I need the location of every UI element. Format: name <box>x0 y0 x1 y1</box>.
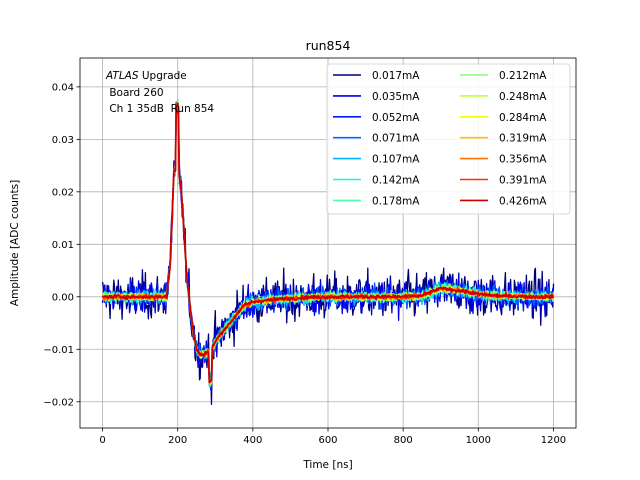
y-axis: −0.02 −0.01 0.00 0.01 0.02 0.03 0.04 <box>43 82 80 408</box>
x-axis: 0 200 400 600 800 1000 1200 <box>99 428 566 446</box>
annotation-line2: Board 260 <box>106 87 164 99</box>
x-tick-label: 1200 <box>541 435 566 446</box>
y-axis-label: Amplitude [ADC counts] <box>9 180 21 306</box>
legend-label: 0.071mA <box>372 133 420 145</box>
legend-label: 0.391mA <box>499 175 547 187</box>
x-tick-label: 200 <box>168 435 187 446</box>
legend: 0.017mA 0.035mA 0.052mA 0.071mA 0.107mA 0.142… <box>326 63 571 215</box>
plot-area <box>101 99 555 405</box>
x-tick-label: 1000 <box>466 435 491 446</box>
x-tick-label: 400 <box>243 435 262 446</box>
legend-label: 0.142mA <box>372 175 420 187</box>
legend-label: 0.052mA <box>372 112 420 124</box>
y-tick-label: −0.01 <box>43 345 74 356</box>
legend-label: 0.284mA <box>499 112 547 124</box>
x-tick-label: 600 <box>318 435 337 446</box>
chart-title: run854 <box>306 38 351 53</box>
annotation-atlas: ATLAS <box>105 70 139 82</box>
y-tick-label: 0.02 <box>52 187 74 198</box>
legend-label: 0.319mA <box>499 133 547 145</box>
legend-box <box>326 63 571 215</box>
annotation-line3: Ch 1 35dB Run 854 <box>106 103 214 115</box>
y-tick-label: 0.01 <box>52 240 74 251</box>
x-tick-label: 0 <box>99 435 105 446</box>
x-axis-label: Time [ns] <box>302 459 352 471</box>
legend-label: 0.035mA <box>372 91 420 103</box>
x-tick-label: 800 <box>394 435 413 446</box>
legend-label: 0.356mA <box>499 154 547 166</box>
y-tick-label: 0.00 <box>52 292 74 303</box>
legend-label: 0.212mA <box>499 70 547 82</box>
series-line-0.426mA <box>102 102 555 384</box>
legend-label: 0.017mA <box>372 70 420 82</box>
legend-label: 0.178mA <box>372 195 420 207</box>
y-tick-label: 0.03 <box>52 135 74 146</box>
annotation-line1: ATLAS Upgrade <box>105 70 187 82</box>
y-tick-label: 0.04 <box>52 82 74 93</box>
annotation-upgrade: Upgrade <box>139 70 187 82</box>
series-lines <box>101 99 555 405</box>
y-tick-label: −0.02 <box>43 397 74 408</box>
legend-label: 0.248mA <box>499 91 547 103</box>
legend-label: 0.107mA <box>372 154 420 166</box>
legend-label: 0.426mA <box>499 195 547 207</box>
